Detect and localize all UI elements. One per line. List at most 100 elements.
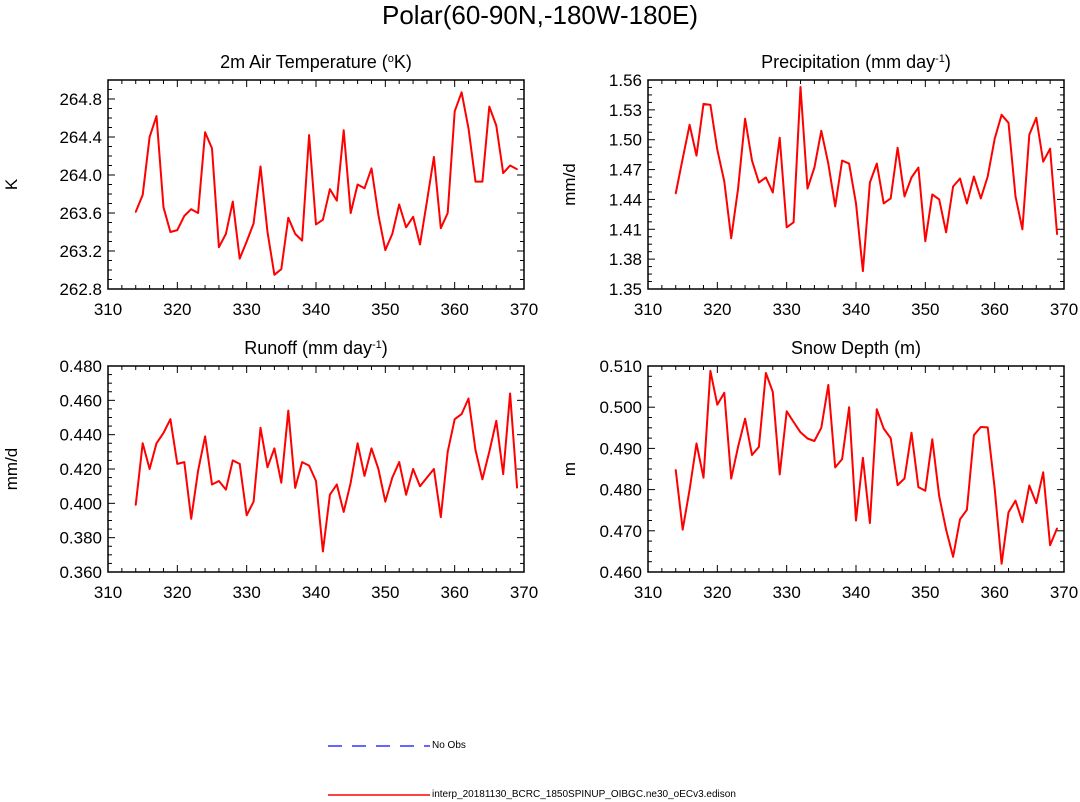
data-point [1049,147,1051,150]
data-point [778,473,781,476]
data-point [412,216,414,218]
data-point [232,459,234,462]
x-tick-label: 340 [842,583,870,602]
y-tick-label: 1.44 [609,190,642,209]
data-point [924,240,927,243]
data-point [377,468,380,470]
data-point [737,187,739,190]
data-point [433,156,435,158]
data-point [1021,228,1024,231]
data-point [1042,471,1044,474]
data-point [1035,117,1038,119]
data-point [903,477,906,480]
data-point [973,434,975,437]
data-point [765,372,767,374]
data-point [862,457,864,459]
data-point [882,427,885,430]
data-point [730,237,732,240]
data-point [162,432,165,434]
y-tick-label: 0.470 [599,522,642,541]
data-point [308,134,310,136]
y-tick-label: 0.460 [59,391,102,410]
data-point [433,468,435,470]
data-point [412,468,414,470]
data-point [440,516,442,518]
y-tick-label: 1.56 [609,71,642,90]
x-tick-label: 330 [772,300,800,319]
data-point [211,483,213,486]
data-point [218,246,220,248]
data-point [197,469,199,472]
data-point [834,205,836,208]
data-point [204,131,206,134]
y-tick-label: 263.2 [59,242,102,261]
data-point [806,187,809,190]
data-point [516,487,518,489]
data-point [882,202,885,205]
data-point [460,91,463,94]
series-line [134,91,518,276]
x-tick-label: 330 [772,583,800,602]
data-point [280,268,283,270]
chart-panel-4: 310 320 330 340 350 360 370 0.460 0.470 0.480 0.49… [560,338,1078,602]
data-point [481,478,484,481]
chart-title: 2m Air Temperature (oK) [220,52,412,72]
data-point [495,124,498,127]
data-point [356,183,359,186]
data-point [516,168,518,171]
data-point [176,463,179,465]
y-tick-label: 1.38 [609,250,642,269]
data-point [218,480,220,482]
y-tick-label: 0.360 [59,563,102,582]
figure-title: Polar(60-90N,-180W-180E) [382,0,698,30]
x-tick-label: 340 [302,300,330,319]
data-point [301,239,303,242]
y-tick-label: 264.0 [59,166,102,185]
data-point [315,223,317,226]
x-tick-label: 310 [94,300,122,319]
legend-model-label: interp_20181130_BCRC_1850SPINUP_OIBGC.ne… [432,789,736,800]
data-point [363,475,366,477]
data-point [993,487,996,490]
data-point [509,164,511,167]
y-tick-label: 0.510 [599,357,642,376]
data-point [266,231,269,233]
x-tick-label: 370 [1050,583,1078,602]
data-point [259,165,262,168]
chart-title-superscript: o [388,53,394,65]
data-point [848,162,850,165]
data-point [737,445,739,448]
data-point [356,442,359,445]
x-tick-label: 350 [371,300,399,319]
x-tick-label: 350 [911,300,939,319]
y-tick-label: 1.41 [609,220,642,239]
data-point [204,435,206,438]
data-point [785,226,788,229]
data-point [405,493,407,496]
y-tick-label: 1.35 [609,280,642,299]
plot-frame [107,365,525,573]
data-point [674,192,677,195]
data-point [481,180,484,183]
data-point [952,185,954,188]
data-point [792,421,795,423]
series-line [674,369,1059,565]
chart-panel-1: 310 320 330 340 350 360 370 262.8 263.2 263.6 264.… [2,52,538,319]
y-tick-label: 1.53 [609,101,642,120]
x-tick-label: 360 [980,583,1008,602]
data-point [758,181,760,184]
x-tick-label: 310 [634,300,662,319]
data-point [938,495,940,497]
data-point [848,406,850,409]
chart-title: Precipitation (mm day-1) [761,52,951,72]
x-tick-label: 370 [510,583,538,602]
data-point [238,463,241,465]
data-point [688,488,691,491]
data-point [1035,502,1038,504]
data-point [827,162,830,165]
y-axis-label: K [2,178,21,190]
y-tick-label: 0.460 [599,563,642,582]
data-point [910,431,913,434]
y-axis-label: m [560,462,579,476]
